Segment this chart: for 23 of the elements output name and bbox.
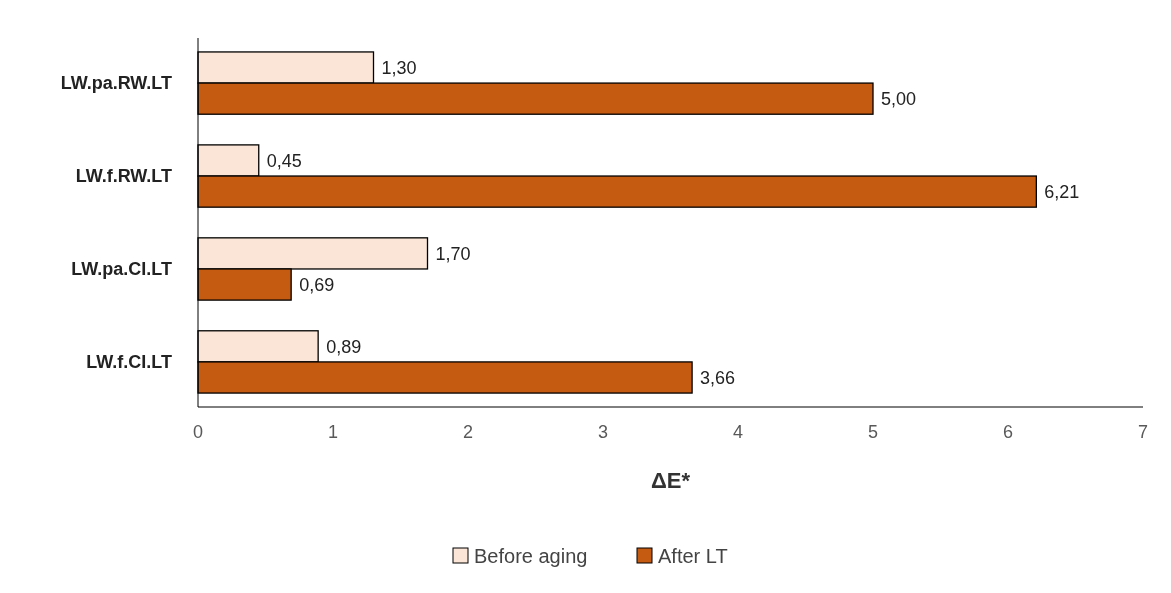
data-label: 0,45 [266,150,302,171]
x-tick-label: 1 [327,422,339,442]
y-tick-label: LW.pa.CI.LT [71,259,172,280]
data-label: 0,69 [299,274,335,295]
data-label: 1,70 [435,243,471,264]
data-label: 5,00 [881,88,917,109]
data-label: 0,89 [326,336,362,357]
x-tick-label: 5 [867,422,879,442]
x-tick-label: 7 [1137,422,1149,442]
legend-label: Before aging [474,545,588,567]
x-tick-label: 0 [192,422,204,442]
y-tick-label: LW.f.RW.LT [75,166,172,187]
data-label: 1,30 [381,57,417,78]
y-tick-label: LW.pa.RW.LT [60,73,172,94]
data-label: 6,21 [1044,181,1080,202]
legend-label: After LT [658,545,728,567]
x-tick-label: 3 [597,422,609,442]
x-tick-label: 6 [1002,422,1014,442]
x-tick-label: 2 [462,422,474,442]
x-axis-title: ΔE* [650,468,691,493]
y-tick-label: LW.f.CI.LT [86,352,172,373]
x-tick-label: 4 [732,422,744,442]
data-label: 3,66 [700,367,736,388]
